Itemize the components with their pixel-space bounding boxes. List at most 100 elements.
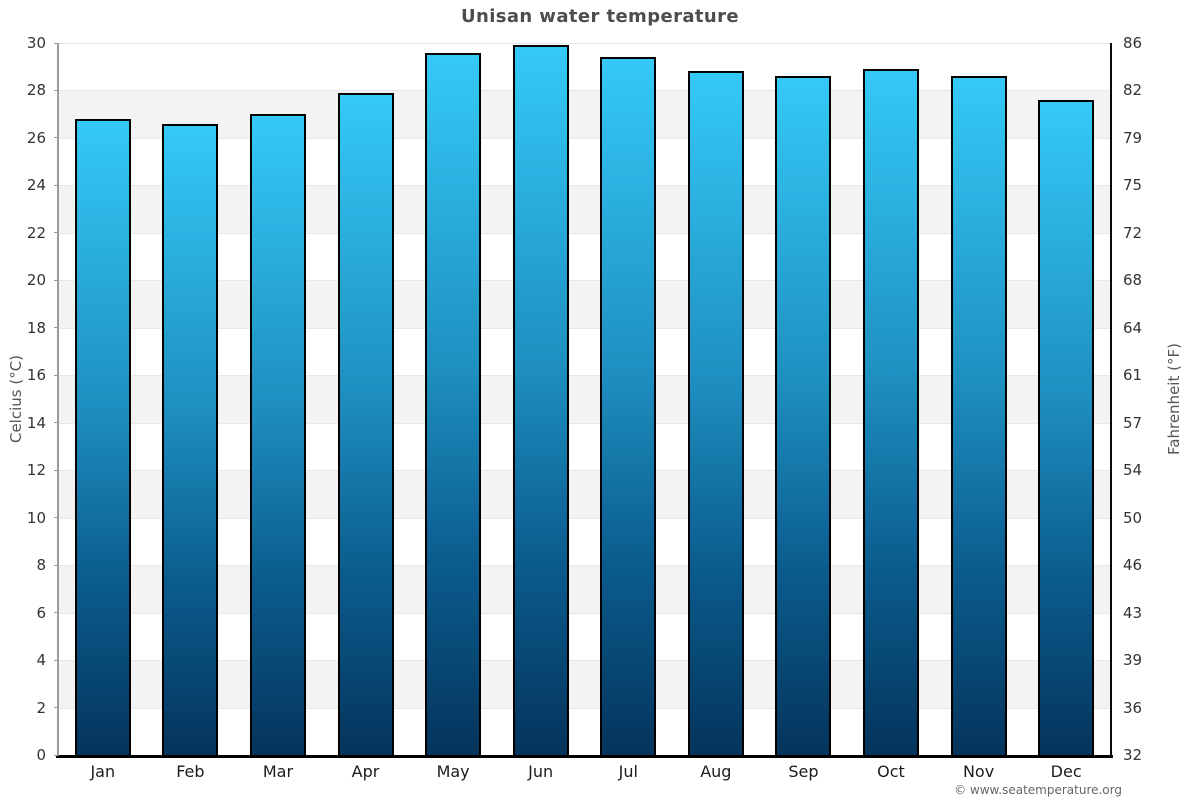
celsius-tick-label: 0 — [36, 746, 46, 764]
celsius-tick-label: 6 — [36, 603, 46, 622]
fahrenheit-tick-label: 61 — [1123, 366, 1143, 385]
fahrenheit-tick-label: 86 — [1123, 34, 1143, 52]
month-label-jul: Jul — [618, 762, 638, 781]
fahrenheit-tick-label: 82 — [1123, 81, 1143, 100]
fahrenheit-tick-label: 43 — [1123, 603, 1143, 622]
grid-band — [59, 422, 1110, 471]
celsius-tick-label: 10 — [26, 508, 46, 527]
fahrenheit-tick-label: 54 — [1123, 461, 1143, 480]
celsius-tick-label: 26 — [26, 128, 46, 147]
celsius-tick-mark — [54, 707, 59, 709]
chart-title: Unisan water temperature — [460, 6, 740, 27]
grid-band — [59, 43, 1110, 91]
celsius-tick-mark — [54, 232, 59, 234]
grid-band — [59, 612, 1110, 661]
celsius-tick-mark — [54, 517, 59, 519]
x-axis-labels: Jan Feb Mar Apr May Jun Jul Aug Sep Oct Nov Dec — [59, 762, 1110, 781]
celsius-tick-label: 22 — [26, 223, 46, 242]
bar-slot-jul — [584, 43, 672, 755]
celsius-tick-mark — [54, 184, 59, 186]
grid-band — [59, 280, 1110, 328]
grid-band — [59, 232, 1110, 281]
celsius-tick-mark — [54, 469, 59, 471]
celsius-tick-mark — [54, 659, 59, 661]
bar-slot-dec — [1022, 43, 1110, 755]
bar-oct — [862, 69, 919, 755]
bar-slot-sep — [760, 43, 848, 755]
bar-jun — [512, 45, 569, 755]
bar-slot-may — [409, 43, 497, 755]
celsius-tick-label: 30 — [26, 34, 46, 52]
bar-series — [59, 43, 1110, 755]
fahrenheit-tick-label: 57 — [1123, 413, 1143, 432]
bar-jul — [600, 57, 657, 755]
celsius-tick-label: 20 — [26, 271, 46, 290]
celsius-tick-mark — [54, 42, 59, 44]
month-label-apr: Apr — [351, 762, 380, 781]
bar-slot-oct — [847, 43, 935, 755]
celsius-tick-mark — [54, 279, 59, 281]
celsius-tick-mark — [54, 564, 59, 566]
month-label-jan: Jan — [90, 762, 116, 781]
month-label-oct: Oct — [877, 762, 905, 781]
celsius-tick-label: 28 — [26, 81, 46, 100]
celsius-tick-mark — [54, 137, 59, 139]
bar-mar — [249, 114, 306, 755]
grid-band — [59, 707, 1110, 755]
bar-jan — [74, 118, 131, 755]
celsius-tick-mark — [54, 422, 59, 424]
grid-band — [59, 470, 1110, 518]
celsius-tick-label: 8 — [36, 556, 46, 575]
bar-sep — [775, 76, 832, 755]
grid-band — [59, 517, 1110, 566]
month-label-aug: Aug — [700, 762, 732, 781]
copyright-text: © www.seatemperature.org — [954, 783, 1122, 797]
celsius-tick-label: 12 — [26, 461, 46, 480]
fahrenheit-tick-label: 39 — [1123, 651, 1143, 670]
celsius-tick-mark — [54, 374, 59, 376]
bar-apr — [337, 92, 394, 755]
grid-band — [59, 327, 1110, 376]
month-label-may: May — [436, 762, 470, 781]
fahrenheit-tick-label: 36 — [1123, 698, 1143, 717]
month-label-sep: Sep — [788, 762, 819, 781]
fahrenheit-tick-label: 46 — [1123, 556, 1143, 575]
grid-band — [59, 375, 1110, 423]
bar-slot-jan — [59, 43, 147, 755]
bar-nov — [950, 76, 1007, 755]
grid-band — [59, 185, 1110, 233]
bar-slot-apr — [322, 43, 410, 755]
fahrenheit-tick-label: 50 — [1123, 508, 1143, 527]
bar-slot-jun — [497, 43, 585, 755]
plot-area: 30 86 28 82 26 79 24 75 22 72 20 68 18 64 16 61 14 57 12 54… — [27, 34, 1142, 764]
celsius-tick-mark — [54, 327, 59, 329]
fahrenheit-axis-title: Fahrenheit (°F) — [1165, 343, 1183, 455]
bar-may — [425, 52, 482, 755]
celsius-tick-label: 14 — [26, 413, 46, 432]
left-axis-line — [57, 43, 59, 755]
grid-band — [59, 90, 1110, 138]
right-axis-line — [1110, 43, 1112, 755]
celsius-tick-label: 2 — [36, 698, 46, 717]
grid-band — [59, 565, 1110, 613]
bar-dec — [1038, 99, 1095, 755]
month-label-nov: Nov — [962, 762, 995, 781]
bar-slot-aug — [672, 43, 760, 755]
celsius-tick-mark — [54, 89, 59, 91]
fahrenheit-tick-label: 32 — [1123, 746, 1143, 764]
grid-band — [59, 137, 1110, 186]
grid-band — [59, 660, 1110, 708]
celsius-tick-label: 4 — [36, 651, 46, 670]
month-label-jun: Jun — [528, 762, 554, 781]
celsius-tick-label: 18 — [26, 318, 46, 337]
bar-slot-mar — [234, 43, 322, 755]
bar-aug — [687, 71, 744, 755]
celsius-axis-title: Celcius (°C) — [7, 354, 25, 444]
month-label-feb: Feb — [176, 762, 205, 781]
fahrenheit-tick-label: 79 — [1123, 128, 1143, 147]
bottom-axis-line — [56, 755, 1113, 758]
fahrenheit-tick-label: 75 — [1123, 176, 1143, 195]
bar-slot-feb — [147, 43, 235, 755]
celsius-tick-label: 16 — [26, 366, 46, 385]
celsius-tick-mark — [54, 612, 59, 614]
